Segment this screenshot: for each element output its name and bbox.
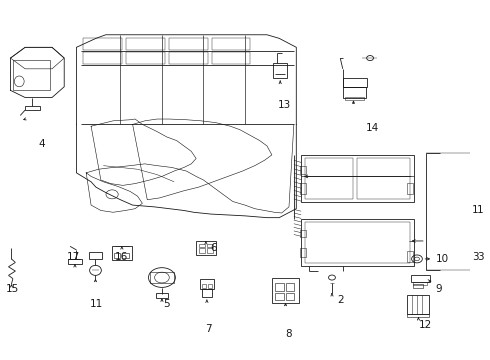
Text: 5: 5 — [164, 299, 170, 309]
Bar — [286, 283, 294, 291]
Text: 12: 12 — [419, 320, 432, 330]
Bar — [413, 284, 423, 288]
Bar — [89, 252, 102, 259]
Bar — [156, 293, 168, 298]
Bar — [343, 87, 366, 98]
Bar — [301, 220, 414, 266]
Bar — [407, 314, 429, 317]
Bar — [201, 289, 212, 297]
Text: 10: 10 — [436, 254, 449, 264]
Bar — [286, 293, 294, 301]
Text: 9: 9 — [436, 284, 442, 294]
Bar — [345, 97, 364, 100]
Bar — [305, 158, 353, 199]
Bar — [343, 78, 367, 87]
Text: 17: 17 — [66, 252, 80, 262]
Text: 15: 15 — [6, 284, 20, 294]
Bar — [207, 244, 213, 247]
Text: 7: 7 — [205, 324, 212, 334]
Bar — [112, 246, 132, 260]
Bar — [300, 183, 306, 194]
Text: 13: 13 — [277, 100, 291, 110]
Text: 6: 6 — [210, 243, 217, 253]
Text: 3: 3 — [472, 252, 479, 262]
Bar — [13, 60, 49, 90]
Bar — [169, 51, 208, 64]
Bar — [300, 248, 306, 257]
Bar — [407, 251, 413, 262]
Bar — [301, 155, 414, 202]
Bar — [198, 244, 205, 247]
Text: 2: 2 — [337, 295, 343, 305]
Bar — [208, 284, 212, 288]
Text: 16: 16 — [115, 252, 128, 262]
Bar — [199, 279, 214, 289]
Bar — [68, 259, 82, 264]
Bar — [196, 241, 216, 255]
Bar — [275, 283, 284, 291]
Bar — [150, 272, 174, 283]
Bar — [198, 248, 205, 253]
Bar — [275, 293, 284, 301]
Bar — [126, 39, 165, 50]
Bar — [83, 51, 122, 64]
Bar — [114, 253, 121, 258]
Bar — [122, 253, 129, 258]
Bar — [201, 284, 206, 288]
Bar — [305, 222, 410, 263]
Text: 14: 14 — [366, 123, 379, 133]
Bar — [407, 295, 429, 315]
Bar — [272, 278, 299, 303]
Bar — [300, 166, 306, 174]
Bar — [300, 230, 306, 237]
Bar — [413, 282, 427, 285]
Text: 4: 4 — [39, 139, 46, 149]
Text: 3: 3 — [477, 252, 484, 262]
Bar — [83, 39, 122, 50]
Bar — [411, 275, 430, 282]
Bar — [273, 63, 287, 78]
Bar — [212, 39, 250, 50]
Bar — [25, 106, 40, 110]
Text: 11: 11 — [89, 299, 102, 309]
Bar — [407, 183, 413, 194]
Text: 8: 8 — [286, 329, 293, 339]
Bar — [126, 51, 165, 64]
Bar — [207, 248, 213, 253]
Bar — [357, 158, 410, 199]
Text: 1: 1 — [472, 206, 479, 216]
Bar — [212, 51, 250, 64]
Bar — [169, 39, 208, 50]
Text: 1: 1 — [477, 206, 484, 216]
